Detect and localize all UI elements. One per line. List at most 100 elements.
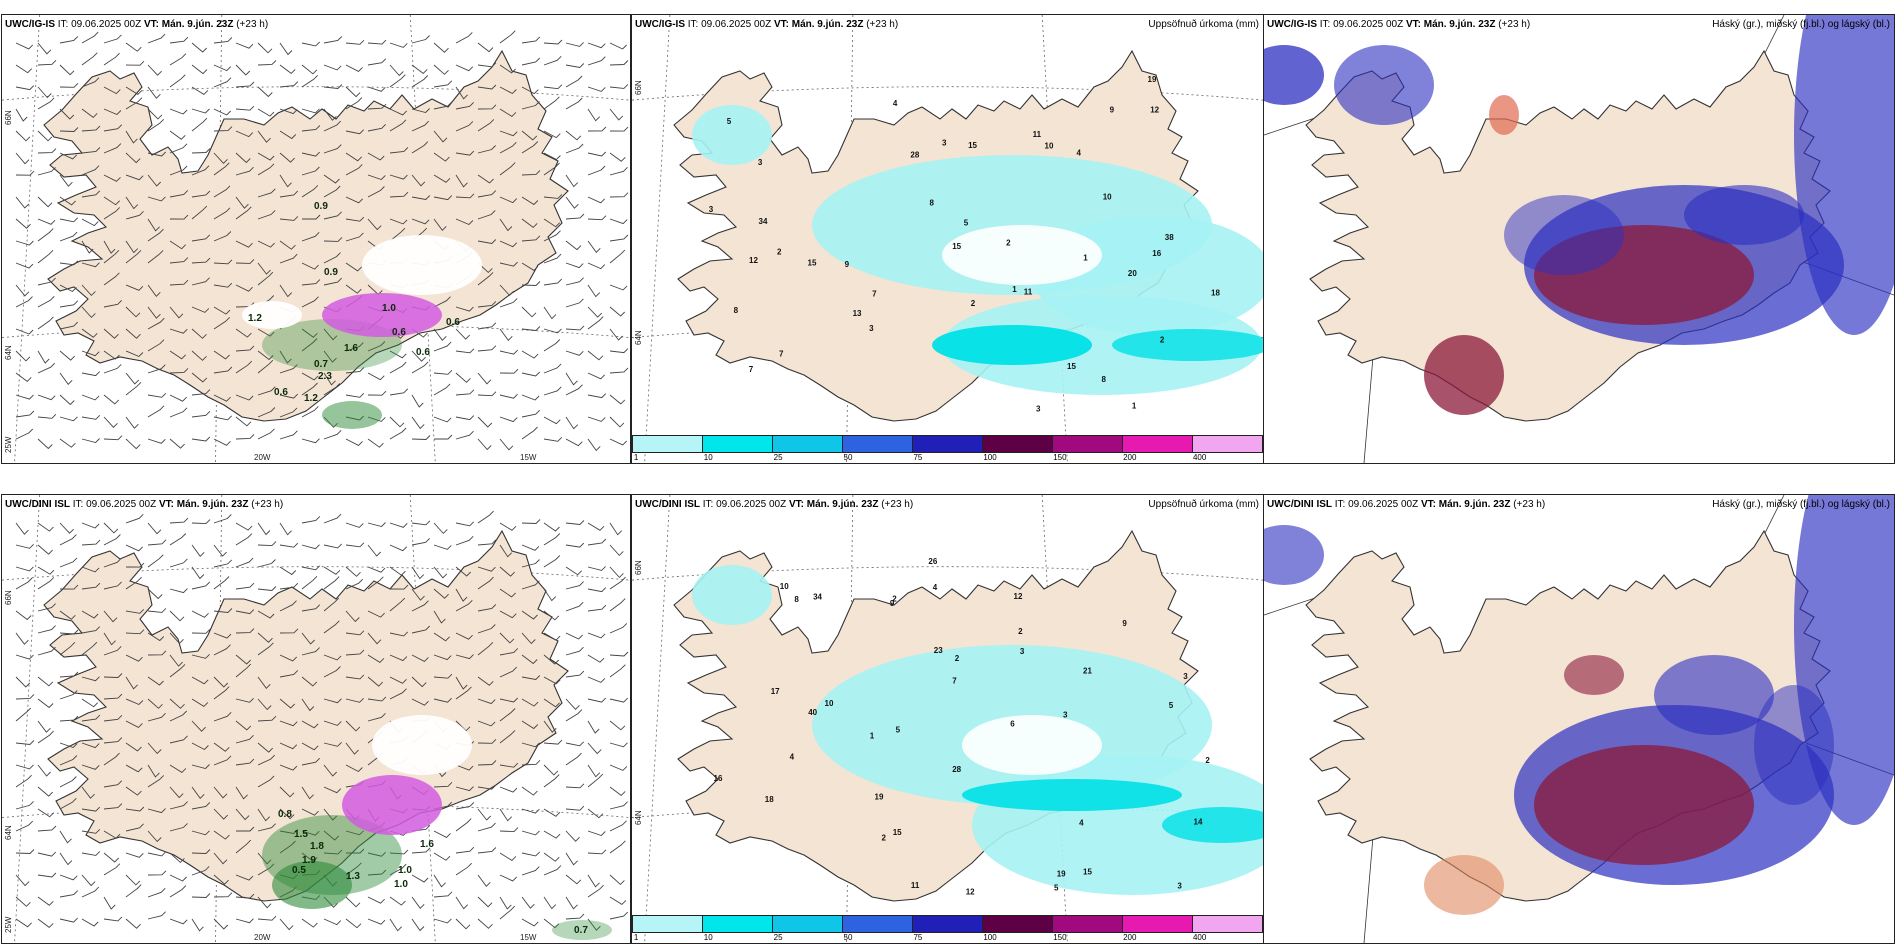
wind-barb: [103, 143, 122, 154]
cloud-area: [1264, 45, 1324, 105]
wind-barb: [213, 874, 229, 885]
wind-barb: [169, 438, 185, 449]
precip-value-label: 0.9: [314, 201, 328, 212]
wind-barb: [147, 228, 164, 242]
wind-barb: [169, 190, 189, 198]
wind-barb: [543, 218, 561, 228]
wind-barb: [37, 249, 54, 264]
wind-barb: [191, 277, 210, 286]
wind-barb: [279, 216, 299, 221]
wind-barb: [147, 174, 162, 187]
wind-barb: [367, 851, 386, 857]
wind-barb: [59, 522, 74, 534]
wind-barb: [235, 328, 252, 338]
wind-barb: [565, 709, 583, 722]
wind-barb: [125, 513, 144, 524]
wind-barb: [521, 196, 539, 206]
wind-barb: [411, 218, 430, 225]
wind-barb: [477, 698, 496, 705]
wind-barb: [279, 628, 299, 634]
wind-barb: [213, 438, 231, 446]
wind-barb: [323, 543, 343, 549]
wind-barb: [103, 416, 118, 428]
colorbar: [632, 915, 1263, 933]
wind-barb: [543, 436, 563, 442]
wind-barb: [235, 206, 252, 220]
colorbar-segment: [773, 916, 843, 932]
wind-barb: [37, 277, 56, 286]
wind-barb: [279, 600, 297, 612]
colorbar-tick-label: 75: [913, 933, 923, 942]
colorbar-segment: [703, 916, 773, 932]
lat-label-64n: 64N: [634, 330, 643, 345]
wind-barb: [257, 808, 271, 822]
wind-barb: [345, 284, 362, 294]
wind-barb: [169, 764, 187, 773]
wind-barb: [279, 582, 299, 590]
wind-barb: [15, 874, 30, 887]
wind-barb: [147, 676, 164, 686]
precip-area: [1112, 329, 1263, 361]
wind-barb: [235, 609, 255, 615]
wind-barb: [147, 554, 164, 568]
wind-barb: [147, 317, 165, 330]
wind-barb: [565, 752, 582, 766]
wind-barb: [257, 642, 274, 656]
wind-barb: [125, 86, 143, 95]
wind-barb: [367, 654, 385, 663]
cloud-title: Háský (gr.), miðský (fj.bl.) og lágský (…: [1712, 19, 1890, 30]
wind-barb: [191, 628, 211, 634]
wind-barb: [169, 108, 188, 115]
wind-barb: [323, 666, 341, 678]
wind-barb: [81, 52, 98, 66]
colorbar-segment: [773, 436, 843, 452]
wind-barb: [213, 306, 231, 315]
wind-barb: [455, 389, 475, 396]
wind-barb: [81, 438, 100, 443]
wind-barb: [169, 533, 187, 546]
wind-barb: [301, 151, 321, 157]
wind-barb: [103, 240, 116, 254]
colorbar-ticks: 1 10 25 50 75 100 150 200 400: [632, 933, 1261, 943]
wind-barb: [565, 581, 584, 590]
wind-barb: [565, 97, 583, 110]
wind-barb: [169, 53, 187, 66]
wind-barb: [15, 218, 31, 229]
wind-barb: [169, 664, 186, 678]
wind-barb: [389, 863, 407, 876]
wind-barb: [345, 542, 365, 548]
colorbar-segment: [1123, 916, 1193, 932]
wind-barb: [455, 86, 468, 100]
wind-barb: [455, 174, 468, 188]
graticule-line: [644, 15, 671, 463]
wind-barb: [147, 742, 162, 755]
wind-barb: [609, 598, 626, 612]
wind-barb: [609, 438, 628, 446]
wind-barb: [147, 539, 167, 546]
wind-barb: [389, 227, 406, 242]
wind-barb: [37, 676, 54, 687]
precip-value-label: 3: [869, 324, 874, 333]
wind-barb: [455, 372, 471, 383]
wind-barb: [389, 218, 408, 225]
wind-barb: [147, 151, 167, 157]
wind-barb: [543, 96, 560, 110]
wind-barb: [147, 250, 164, 264]
wind-barb: [213, 514, 232, 524]
wind-barb: [169, 801, 188, 810]
wind-barb: [15, 632, 29, 645]
wind-barb: [15, 707, 32, 722]
wind-barb: [367, 544, 382, 557]
colorbar-segment: [913, 436, 983, 452]
wind-barb: [191, 42, 208, 53]
wind-barbs: [15, 30, 629, 452]
lat-label-66n: 66N: [634, 560, 643, 575]
wind-barb: [389, 566, 406, 576]
wind-barb: [103, 394, 120, 405]
wind-barb: [521, 918, 539, 927]
wind-barb: [345, 39, 365, 45]
wind-barb: [125, 249, 142, 264]
wind-barb: [236, 826, 255, 832]
wind-barb: [213, 892, 233, 898]
wind-barb: [345, 742, 359, 755]
